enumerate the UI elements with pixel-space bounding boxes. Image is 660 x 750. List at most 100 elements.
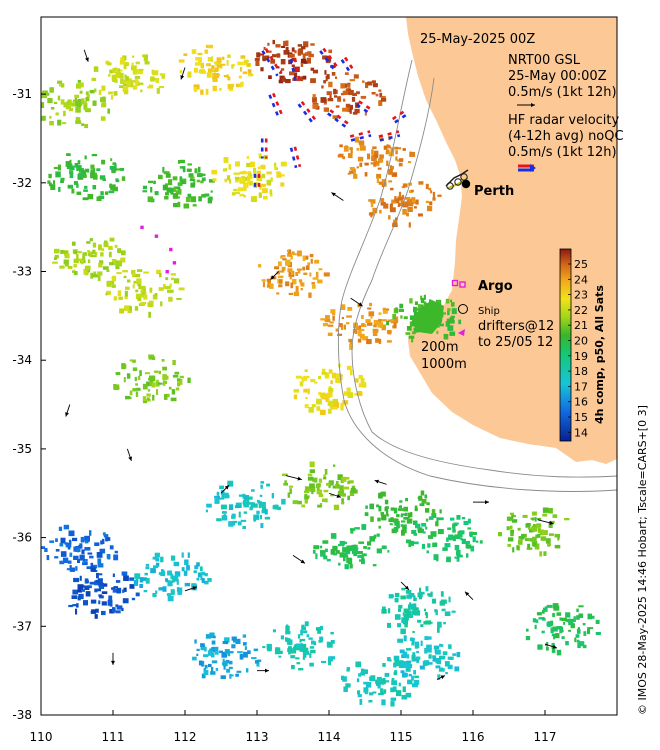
sst-pixel: [123, 55, 127, 61]
sst-pixel: [49, 87, 54, 93]
sst-pixel: [125, 62, 129, 67]
sst-pixel: [371, 80, 376, 83]
sst-pixel: [309, 253, 314, 258]
sst-pixel: [510, 529, 514, 533]
sst-pixel: [390, 701, 395, 707]
sst-pixel: [381, 699, 386, 706]
sst-pixel: [507, 543, 511, 547]
sst-pixel: [204, 580, 209, 585]
sst-pixel: [113, 586, 118, 589]
sst-pixel: [275, 647, 280, 650]
sst-pixel: [55, 171, 61, 178]
sst-pixel: [421, 523, 427, 527]
sst-pixel: [393, 671, 398, 676]
sst-pixel: [135, 293, 142, 300]
sst-pixel: [543, 530, 548, 535]
y-axis: -31-32-33-34-35-36-37-38: [12, 87, 46, 722]
gsl-scale: 0.5m/s (1kt 12h): [508, 85, 617, 100]
sst-pixel: [539, 551, 543, 557]
sst-pixel: [332, 545, 338, 551]
sst-pixel: [151, 382, 156, 388]
sst-pixel: [148, 180, 153, 184]
sst-patch: [393, 635, 461, 680]
sst-pixel: [310, 258, 313, 264]
sst-pixel: [410, 637, 415, 641]
sst-pixel: [177, 587, 183, 594]
sst-pixel: [357, 156, 364, 162]
hf-scale-arrow-icon: [518, 164, 536, 172]
sst-pixel: [260, 183, 266, 188]
sst-pixel: [445, 672, 448, 675]
drifters-line-2: to 25/05 12: [478, 335, 553, 350]
sst-pixel: [328, 660, 331, 666]
sst-pixel: [214, 498, 220, 504]
sst-pixel: [190, 176, 195, 179]
sst-pixel: [84, 265, 91, 271]
gsl-arrowhead: [265, 668, 269, 673]
sst-pixel: [107, 108, 110, 114]
sst-pixel: [321, 660, 327, 664]
sst-pixel: [357, 330, 362, 337]
sst-pixel: [190, 196, 197, 203]
sst-pixel: [266, 483, 270, 487]
sst-pixel: [432, 191, 436, 198]
sst-pixel: [331, 372, 336, 379]
sst-pixel: [269, 189, 273, 195]
sst-pixel: [68, 539, 72, 545]
sst-pixel: [343, 146, 349, 152]
sst-pixel: [261, 173, 266, 179]
sst-pixel: [372, 691, 377, 694]
hf-vector-red: [349, 130, 371, 138]
sst-pixel: [139, 370, 142, 376]
sst-pixel: [256, 515, 259, 519]
sst-pixel: [308, 637, 313, 640]
isobath-200m: [351, 77, 617, 478]
sst-pixel: [244, 646, 247, 650]
sst-pixel: [226, 668, 230, 673]
sst-pixel: [68, 530, 75, 537]
sst-pixel: [531, 511, 537, 516]
sst-pixel: [148, 354, 155, 358]
sst-pixel: [342, 552, 346, 556]
sst-pixel: [235, 638, 241, 644]
sst-pixel: [311, 640, 315, 645]
ship-track: [445, 169, 469, 190]
sst-pixel: [403, 202, 409, 207]
sst-pixel: [98, 600, 101, 605]
sst-pixel: [346, 557, 352, 563]
sst-pixel: [69, 567, 75, 572]
sst-pixel: [117, 72, 124, 79]
sst-pixel: [120, 257, 126, 263]
sst-pixel: [548, 520, 555, 524]
sst-pixel: [87, 252, 91, 257]
sst-pixel: [352, 92, 357, 96]
sst-pixel: [201, 571, 206, 576]
sst-pixel: [254, 58, 260, 61]
sst-pixel: [498, 532, 503, 537]
sst-pixel: [243, 182, 249, 188]
sst-pixel: [108, 91, 113, 95]
sst-pixel: [427, 535, 434, 539]
sst-pixel: [354, 136, 359, 143]
sst-pixel: [557, 535, 560, 540]
sst-pixel: [99, 260, 104, 265]
sst-pixel: [335, 484, 340, 489]
sst-pixel: [285, 625, 290, 632]
sst-pixel: [184, 582, 191, 587]
hf-vector-red: [300, 100, 318, 123]
sst-pixel: [467, 518, 471, 524]
x-tick-label: 116: [462, 730, 485, 744]
sst-pixel: [276, 171, 281, 174]
sst-pixel: [183, 570, 188, 576]
hf-vector-blue: [355, 103, 373, 116]
sst-pixel: [125, 395, 131, 400]
sst-pixel: [386, 149, 390, 154]
sst-pixel: [75, 120, 82, 124]
sst-pixel: [334, 402, 340, 408]
sst-pixel: [221, 63, 226, 66]
sst-pixel: [237, 187, 243, 192]
sst-pixel: [221, 494, 225, 500]
sst-pixel: [183, 203, 190, 209]
sst-pixel: [99, 595, 104, 599]
sst-pixel: [226, 60, 229, 66]
